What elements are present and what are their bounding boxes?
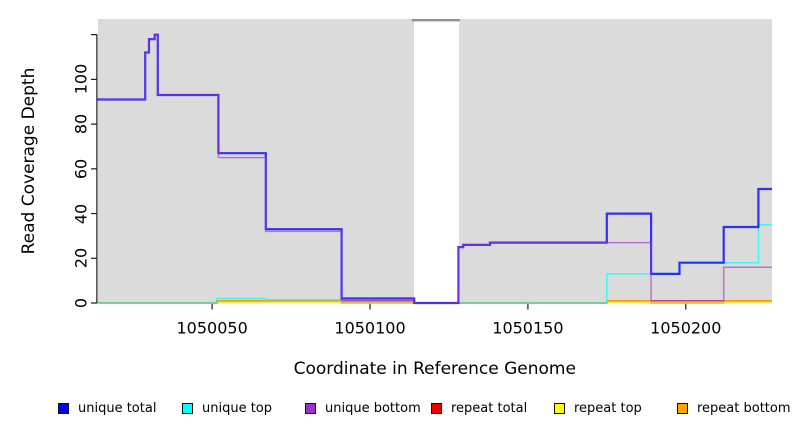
series-unique-bottom: [97, 33, 772, 304]
x-tick-label: 1050150: [492, 318, 564, 338]
legend-swatch-icon: [431, 402, 442, 414]
y-tick-label: 100: [71, 64, 91, 95]
x-tick-label: 1050200: [650, 318, 722, 338]
legend-label: repeat bottom: [697, 400, 791, 416]
y-tick-label: 20: [71, 248, 91, 269]
y-tick-label: 60: [71, 158, 91, 179]
legend-label: repeat total: [451, 400, 528, 416]
x-tick-label: 1050050: [176, 318, 248, 338]
x-axis-title: Coordinate in Reference Genome: [293, 359, 576, 379]
series-unique-total: [97, 33, 772, 305]
legend-item-repeat-top: repeat top: [554, 400, 642, 416]
y-tick-label: 0: [71, 297, 91, 309]
legend-swatch-icon: [182, 402, 193, 414]
legend-label: repeat top: [574, 400, 642, 416]
y-tick-label: 40: [71, 203, 91, 224]
legend-item-unique-top: unique top: [182, 400, 272, 416]
series-unique-top: [97, 223, 772, 304]
legend-label: unique top: [202, 400, 273, 416]
x-tick-label: 1050100: [334, 318, 406, 338]
y-axis-title: Read Coverage Depth: [19, 67, 39, 255]
masked-gap-region: [413, 19, 459, 303]
legend-item-unique-total: unique total: [58, 400, 156, 416]
legend-swatch-icon: [58, 402, 69, 414]
legend-swatch-icon: [677, 402, 688, 414]
legend-label: unique bottom: [325, 400, 421, 416]
legend-swatch-icon: [554, 402, 565, 414]
legend-swatch-icon: [305, 402, 316, 414]
legend-item-unique-bottom: unique bottom: [305, 400, 421, 416]
legend-label: unique total: [78, 400, 157, 416]
y-tick-label: 80: [71, 113, 91, 135]
legend-item-repeat-bottom: repeat bottom: [677, 400, 791, 416]
legend-item-repeat-total: repeat total: [431, 400, 527, 416]
